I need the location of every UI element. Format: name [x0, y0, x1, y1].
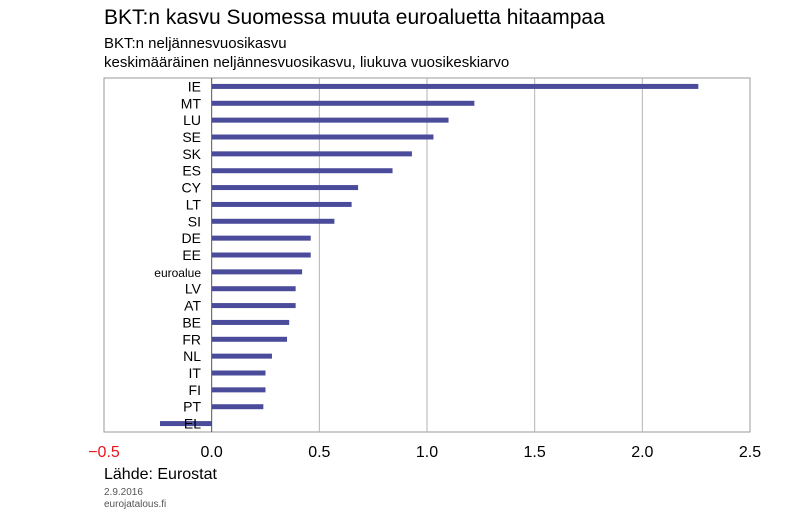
- x-tick-label: −0.5: [88, 444, 120, 461]
- category-label: ES: [182, 163, 201, 179]
- bar: [159, 421, 212, 427]
- x-tick-label: 1.0: [416, 444, 438, 461]
- bar: [211, 134, 434, 140]
- bar: [211, 319, 290, 325]
- category-label: PT: [183, 399, 201, 415]
- x-tick-label: 2.5: [739, 444, 761, 461]
- bar: [211, 185, 359, 191]
- category-label: SE: [182, 129, 201, 145]
- category-label: SI: [188, 213, 201, 229]
- x-tick-label: 2.0: [631, 444, 653, 461]
- category-label: MT: [181, 95, 202, 111]
- category-label: IT: [189, 365, 202, 381]
- bar: [211, 100, 475, 106]
- bar: [211, 269, 303, 275]
- chart-title: BKT:n kasvu Suomessa muuta euroaluetta h…: [104, 6, 605, 29]
- bar: [211, 336, 288, 342]
- category-label: CY: [182, 180, 202, 196]
- category-label: FI: [189, 382, 201, 398]
- site-name: eurojatalous.fi: [104, 499, 167, 510]
- bar: [211, 201, 352, 207]
- chart-subtitle-detail: keskimääräinen neljännesvuosikasvu, liuk…: [104, 54, 510, 71]
- bar: [211, 404, 264, 410]
- bar: [211, 83, 699, 89]
- bar: [211, 151, 412, 157]
- category-label: LU: [183, 112, 201, 128]
- bar: [211, 252, 311, 258]
- bar: [211, 117, 449, 123]
- category-label: AT: [184, 298, 201, 314]
- category-label: EE: [182, 247, 201, 263]
- category-label: SK: [182, 146, 201, 162]
- category-label: NL: [183, 348, 201, 364]
- chart-subtitle: BKT:n neljännesvuosikasvu: [104, 35, 287, 52]
- category-label: euroalue: [154, 266, 201, 280]
- x-tick-label: 1.5: [524, 444, 546, 461]
- bar: [211, 303, 296, 309]
- bar: [211, 370, 266, 376]
- source-note: Lähde: Eurostat: [104, 466, 217, 483]
- bar: [211, 218, 335, 224]
- category-label: IE: [188, 78, 201, 94]
- x-tick-label: 0.5: [308, 444, 330, 461]
- x-tick-label: 0.0: [201, 444, 223, 461]
- bar: [211, 353, 272, 359]
- category-label: EL: [184, 416, 201, 432]
- category-label: BE: [182, 314, 201, 330]
- category-label: DE: [182, 230, 201, 246]
- bar: [211, 235, 311, 241]
- category-label: LV: [185, 281, 202, 297]
- category-label: FR: [182, 331, 201, 347]
- bar: [211, 286, 296, 292]
- publish-date: 2.9.2016: [104, 487, 143, 498]
- category-label: LT: [186, 196, 202, 212]
- bar: [211, 168, 393, 174]
- bar: [211, 387, 266, 393]
